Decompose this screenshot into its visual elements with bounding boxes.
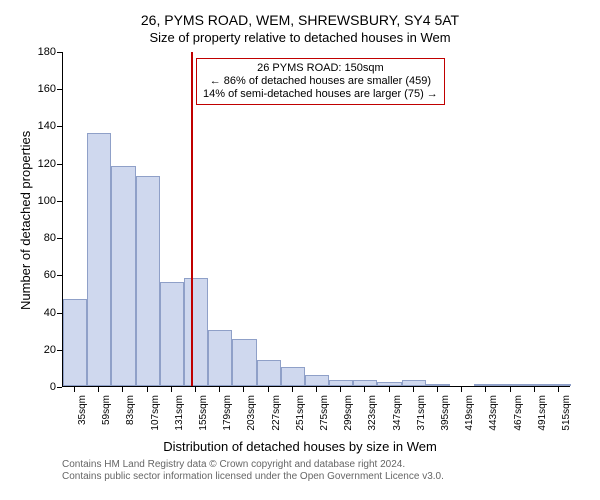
- x-tick-label: 371sqm: [416, 395, 427, 440]
- histogram-bar: [160, 282, 184, 386]
- x-tick-mark: [437, 387, 438, 392]
- y-tick-label: 140: [26, 120, 56, 132]
- histogram-bar: [111, 166, 135, 386]
- x-tick-mark: [268, 387, 269, 392]
- x-tick-label: 515sqm: [561, 395, 572, 440]
- histogram-bar: [208, 330, 232, 386]
- histogram-bar: [377, 382, 401, 386]
- x-tick-mark: [461, 387, 462, 392]
- x-tick-mark: [74, 387, 75, 392]
- histogram-bar: [353, 380, 377, 386]
- x-tick-mark: [171, 387, 172, 392]
- x-tick-mark: [316, 387, 317, 392]
- x-tick-mark: [98, 387, 99, 392]
- footer-attribution: Contains HM Land Registry data © Crown c…: [62, 459, 444, 483]
- x-tick-label: 83sqm: [125, 395, 136, 440]
- y-tick-label: 60: [26, 269, 56, 281]
- y-tick-label: 180: [26, 46, 56, 58]
- plot-area: [62, 52, 570, 387]
- x-tick-mark: [389, 387, 390, 392]
- histogram-bar: [523, 384, 547, 386]
- chart-title: 26, PYMS ROAD, WEM, SHREWSBURY, SY4 5AT: [0, 12, 600, 28]
- y-tick-label: 160: [26, 83, 56, 95]
- x-tick-label: 299sqm: [343, 395, 354, 440]
- y-tick-label: 100: [26, 195, 56, 207]
- x-tick-mark: [122, 387, 123, 392]
- y-tick-mark: [57, 164, 62, 165]
- x-tick-label: 251sqm: [295, 395, 306, 440]
- x-axis-label: Distribution of detached houses by size …: [0, 439, 600, 454]
- y-axis-ticks: 020406080100120140160180: [0, 52, 62, 387]
- x-tick-label: 395sqm: [440, 395, 451, 440]
- y-tick-mark: [57, 201, 62, 202]
- histogram-bar: [329, 380, 353, 386]
- x-tick-label: 347sqm: [392, 395, 403, 440]
- x-tick-mark: [292, 387, 293, 392]
- chart-subtitle: Size of property relative to detached ho…: [0, 30, 600, 45]
- histogram-bar: [402, 380, 426, 386]
- x-tick-label: 491sqm: [537, 395, 548, 440]
- reference-line: [191, 52, 193, 386]
- x-tick-label: 107sqm: [150, 395, 161, 440]
- x-tick-label: 443sqm: [488, 395, 499, 440]
- y-tick-mark: [57, 350, 62, 351]
- y-tick-label: 0: [26, 381, 56, 393]
- x-axis-ticks: 35sqm 59sqm 83sqm 107sqm 131sqm 155sqm 179sqm 2…: [62, 387, 570, 437]
- x-tick-label: 59sqm: [101, 395, 112, 440]
- footer-line-2: Contains public sector information licen…: [62, 471, 444, 483]
- x-tick-label: 419sqm: [464, 395, 475, 440]
- y-tick-label: 80: [26, 232, 56, 244]
- x-tick-mark: [147, 387, 148, 392]
- x-tick-label: 323sqm: [367, 395, 378, 440]
- x-tick-mark: [510, 387, 511, 392]
- x-tick-mark: [243, 387, 244, 392]
- y-tick-mark: [57, 126, 62, 127]
- histogram-bar: [257, 360, 281, 386]
- x-tick-mark: [195, 387, 196, 392]
- y-tick-label: 120: [26, 158, 56, 170]
- histogram-bar: [281, 367, 305, 386]
- x-tick-label: 275sqm: [319, 395, 330, 440]
- x-tick-mark: [558, 387, 559, 392]
- x-tick-label: 179sqm: [222, 395, 233, 440]
- y-tick-label: 40: [26, 307, 56, 319]
- x-tick-mark: [413, 387, 414, 392]
- x-tick-mark: [485, 387, 486, 392]
- histogram-bar: [547, 384, 571, 386]
- x-tick-label: 227sqm: [271, 395, 282, 440]
- x-tick-label: 155sqm: [198, 395, 209, 440]
- y-tick-mark: [57, 238, 62, 239]
- x-tick-label: 131sqm: [174, 395, 185, 440]
- x-tick-mark: [340, 387, 341, 392]
- y-tick-label: 20: [26, 344, 56, 356]
- x-tick-label: 203sqm: [246, 395, 257, 440]
- histogram-bar: [232, 339, 256, 386]
- y-tick-mark: [57, 275, 62, 276]
- x-tick-label: 35sqm: [77, 395, 88, 440]
- histogram-bar: [426, 384, 450, 386]
- histogram-bar: [305, 375, 329, 386]
- histogram-bar: [63, 299, 87, 386]
- footer-line-1: Contains HM Land Registry data © Crown c…: [62, 459, 444, 471]
- histogram-bar: [136, 176, 160, 386]
- x-tick-mark: [219, 387, 220, 392]
- x-tick-label: 467sqm: [513, 395, 524, 440]
- histogram-bar: [474, 384, 498, 386]
- histogram-bar: [87, 133, 111, 386]
- x-tick-mark: [364, 387, 365, 392]
- y-tick-mark: [57, 89, 62, 90]
- histogram-bar: [184, 278, 208, 386]
- histogram-bar: [498, 384, 522, 386]
- x-tick-mark: [534, 387, 535, 392]
- y-tick-mark: [57, 52, 62, 53]
- y-tick-mark: [57, 313, 62, 314]
